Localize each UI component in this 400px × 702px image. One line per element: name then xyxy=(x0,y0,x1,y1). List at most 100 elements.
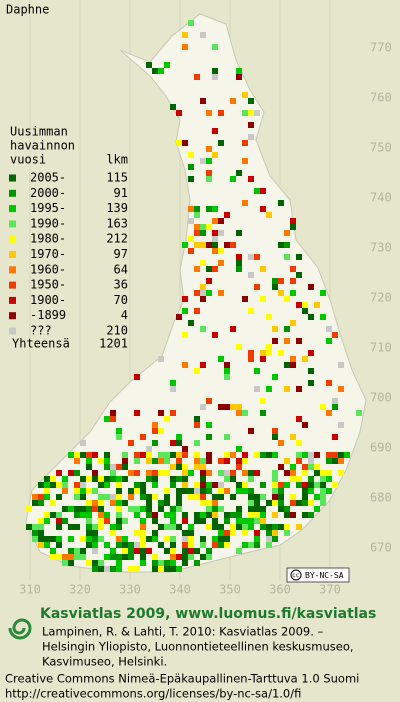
occurrence-square xyxy=(134,506,140,512)
legend-swatch xyxy=(9,205,16,213)
occurrence-square xyxy=(284,242,290,248)
occurrence-square xyxy=(188,248,194,254)
legend-label: 2005- xyxy=(30,171,66,185)
occurrence-square xyxy=(218,506,224,512)
occurrence-square xyxy=(128,494,134,500)
occurrence-square xyxy=(182,542,188,548)
occurrence-square xyxy=(98,506,104,512)
occurrence-square xyxy=(272,470,278,476)
occurrence-square xyxy=(32,524,38,530)
occurrence-square xyxy=(164,62,170,68)
occurrence-square xyxy=(188,536,194,542)
occurrence-square xyxy=(320,494,326,500)
y-label: 760 xyxy=(370,91,392,105)
occurrence-square xyxy=(266,524,272,530)
y-label: 770 xyxy=(370,41,392,55)
occurrence-square xyxy=(278,242,284,248)
occurrence-square xyxy=(176,140,182,146)
occurrence-square xyxy=(224,434,230,440)
legend-swatch xyxy=(9,235,16,243)
occurrence-square xyxy=(194,290,200,296)
legend-swatch xyxy=(9,189,16,197)
occurrence-square xyxy=(260,296,266,302)
occurrence-square xyxy=(260,482,266,488)
occurrence-square xyxy=(158,566,164,572)
occurrence-square xyxy=(200,98,206,104)
occurrence-square xyxy=(224,452,230,458)
occurrence-square xyxy=(200,518,206,524)
occurrence-square xyxy=(230,404,236,410)
occurrence-square xyxy=(290,278,296,284)
occurrence-square xyxy=(314,506,320,512)
occurrence-square xyxy=(194,512,200,518)
occurrence-square xyxy=(80,554,86,560)
occurrence-square xyxy=(248,122,254,128)
occurrence-square xyxy=(122,452,128,458)
occurrence-square xyxy=(134,452,140,458)
occurrence-square xyxy=(212,218,218,224)
occurrence-square xyxy=(296,476,302,482)
occurrence-square xyxy=(164,494,170,500)
occurrence-square xyxy=(116,464,122,470)
occurrence-square xyxy=(254,500,260,506)
occurrence-square xyxy=(104,416,110,422)
occurrence-square xyxy=(134,542,140,548)
occurrence-square xyxy=(278,440,284,446)
occurrence-square xyxy=(254,368,260,374)
occurrence-square xyxy=(266,536,272,542)
occurrence-square xyxy=(146,62,152,68)
occurrence-square xyxy=(122,518,128,524)
occurrence-square xyxy=(194,206,200,212)
occurrence-square xyxy=(182,446,188,452)
occurrence-square xyxy=(86,464,92,470)
legend-label: 1970- xyxy=(30,247,66,261)
occurrence-square xyxy=(206,278,212,284)
occurrence-square xyxy=(104,554,110,560)
occurrence-square xyxy=(98,482,104,488)
citation-line: Kasvimuseo, Helsinki. xyxy=(42,655,167,669)
occurrence-square xyxy=(254,518,260,524)
logo-title: Kasviatlas 2009, www.luomus.fi/kasviatla… xyxy=(40,606,376,622)
occurrence-square xyxy=(194,452,200,458)
occurrence-square xyxy=(74,458,80,464)
occurrence-square xyxy=(80,506,86,512)
occurrence-square xyxy=(56,554,62,560)
occurrence-square xyxy=(314,302,320,308)
occurrence-square xyxy=(44,482,50,488)
occurrence-square xyxy=(134,488,140,494)
occurrence-square xyxy=(170,542,176,548)
occurrence-square xyxy=(248,272,254,278)
occurrence-square xyxy=(158,470,164,476)
occurrence-square xyxy=(50,536,56,542)
occurrence-square xyxy=(242,458,248,464)
occurrence-square xyxy=(284,470,290,476)
occurrence-square xyxy=(170,380,176,386)
occurrence-square xyxy=(146,536,152,542)
occurrence-square xyxy=(308,512,314,518)
occurrence-square xyxy=(302,308,308,314)
occurrence-square xyxy=(254,188,260,194)
occurrence-square xyxy=(224,242,230,248)
occurrence-square xyxy=(164,536,170,542)
occurrence-square xyxy=(110,416,116,422)
occurrence-square xyxy=(188,488,194,494)
occurrence-square xyxy=(212,536,218,542)
occurrence-square xyxy=(248,254,254,260)
occurrence-square xyxy=(92,506,98,512)
occurrence-square xyxy=(188,548,194,554)
occurrence-square xyxy=(200,458,206,464)
occurrence-square xyxy=(134,512,140,518)
occurrence-square xyxy=(80,482,86,488)
license-badge: cc BY-NC-SA xyxy=(286,567,350,583)
occurrence-square xyxy=(290,512,296,518)
occurrence-square xyxy=(326,410,332,416)
occurrence-square xyxy=(242,92,248,98)
occurrence-square xyxy=(158,410,164,416)
occurrence-square xyxy=(122,458,128,464)
occurrence-square xyxy=(194,230,200,236)
occurrence-square xyxy=(116,500,122,506)
occurrence-square xyxy=(164,560,170,566)
occurrence-square xyxy=(206,110,212,116)
occurrence-square xyxy=(278,482,284,488)
occurrence-square xyxy=(332,404,338,410)
